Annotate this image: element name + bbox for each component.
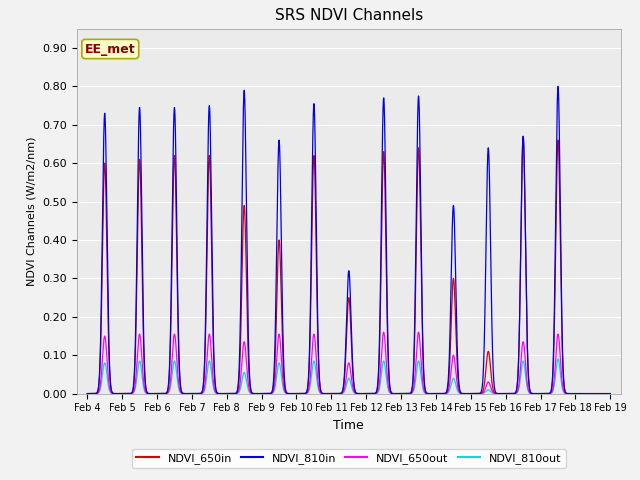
Text: EE_met: EE_met	[85, 43, 136, 56]
Title: SRS NDVI Channels: SRS NDVI Channels	[275, 9, 423, 24]
X-axis label: Time: Time	[333, 419, 364, 432]
Legend: NDVI_650in, NDVI_810in, NDVI_650out, NDVI_810out: NDVI_650in, NDVI_810in, NDVI_650out, NDV…	[132, 448, 566, 468]
Y-axis label: NDVI Channels (W/m2/nm): NDVI Channels (W/m2/nm)	[27, 136, 36, 286]
